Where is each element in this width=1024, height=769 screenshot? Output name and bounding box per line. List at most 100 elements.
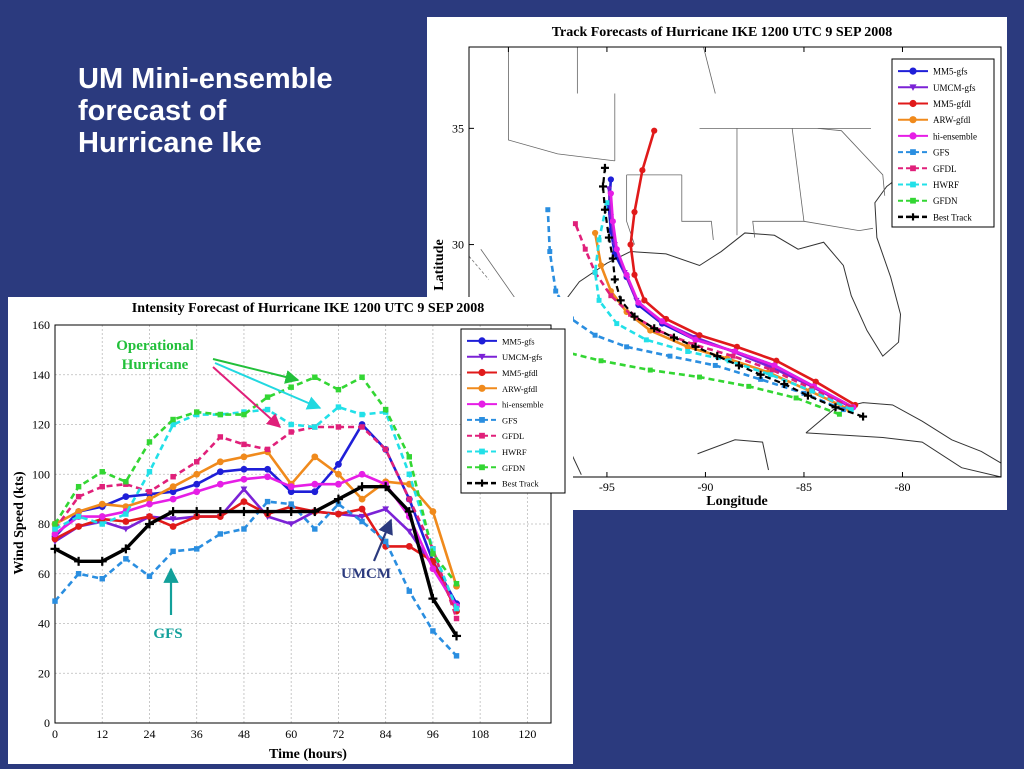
legend-label-mm5-gfs: MM5-gfs (502, 336, 535, 346)
point-int-arw-gfdl-13 (358, 495, 366, 503)
series-line-int-mm5-gfdl (54, 500, 458, 612)
point-int-gfdn-5 (170, 416, 176, 423)
slide-title-line-1: UM Mini-ensemble (78, 63, 333, 95)
legend-label-arw-gfdl: ARW-gfdl (933, 115, 971, 125)
legend-marker-arw-gfdl (909, 116, 917, 124)
umcm-annotation-label: UMCM (341, 566, 391, 582)
point-int-mm5-gfdl-8 (240, 498, 248, 506)
point-int-mm5-gfs-10 (287, 488, 295, 496)
point-int-arw-gfdl-16 (429, 508, 437, 515)
point-int-best-track-14 (381, 482, 391, 492)
point-int-hi-ensemble-4 (146, 500, 153, 508)
point-track-arw-gfdl-9 (592, 229, 599, 237)
point-track-hi-ensemble-4 (692, 336, 699, 343)
point-track-mm5-gfs-11 (607, 176, 614, 183)
point-int-gfs-16 (430, 628, 436, 634)
point-int-gfdn-16 (430, 551, 436, 557)
legend-marker-gfdn (479, 464, 485, 471)
point-int-hwrf-9 (264, 406, 271, 413)
legend-label-arw-gfdl: ARW-gfdl (502, 384, 538, 394)
track-x-tick-label--95: -95 (599, 480, 615, 494)
intensity-y-tick-label-80: 80 (38, 517, 50, 531)
point-int-gfdn-9 (264, 394, 271, 400)
point-int-gfdn-15 (406, 454, 413, 460)
point-int-mm5-gfdl-1 (75, 523, 83, 530)
point-int-best-track-0 (50, 544, 60, 554)
point-int-hi-ensemble-5 (169, 495, 177, 503)
point-track-hi-ensemble-6 (635, 299, 642, 306)
point-track-mm5-gfdl-11 (651, 127, 658, 134)
point-int-hi-ensemble-2 (98, 513, 106, 520)
point-int-mm5-gfdl-0 (51, 535, 59, 543)
point-int-hwrf-15 (406, 471, 413, 477)
point-track-gfdn-1 (793, 395, 799, 401)
legend-label-gfdl: GFDL (502, 431, 524, 441)
point-track-best-track-8 (669, 333, 678, 342)
point-track-mm5-gfdl-1 (812, 378, 819, 385)
point-int-best-track-17 (452, 631, 462, 641)
point-int-gfs-6 (193, 546, 200, 552)
intensity-y-tick-label-40: 40 (38, 617, 50, 631)
legend-label-gfs: GFS (933, 148, 950, 158)
point-track-hwrf-4 (685, 349, 691, 354)
state-border-6 (803, 220, 873, 232)
point-int-mm5-gfdl-7 (216, 513, 224, 520)
yucatan-coastline (697, 439, 769, 471)
point-track-mm5-gfdl-6 (641, 297, 648, 304)
point-int-best-track-10 (286, 507, 296, 517)
point-track-best-track-17 (600, 163, 609, 172)
point-track-hwrf-7 (596, 297, 602, 303)
point-track-hwrf-10 (604, 200, 610, 206)
intensity-forecast-chart: Intensity Forecast of Hurricane IKE 1200… (12, 301, 566, 762)
intensity-x-tick-label-48: 48 (238, 727, 250, 741)
point-track-hi-ensemble-7 (623, 271, 630, 278)
legend-marker-hwrf (479, 448, 485, 455)
intensity-x-tick-label-120: 120 (518, 727, 536, 741)
point-int-hwrf-10 (288, 421, 294, 428)
point-track-hi-ensemble-5 (658, 318, 666, 325)
point-int-umcm-gfs-3 (122, 526, 130, 533)
track-x-tick-label--80: -80 (894, 480, 910, 494)
track-x-tick-label--85: -85 (796, 480, 812, 494)
point-track-hwrf-6 (614, 321, 620, 327)
series-line-int-best-track (54, 484, 458, 637)
point-track-arw-gfdl-4 (684, 343, 691, 350)
point-track-gfdn-5 (598, 358, 604, 364)
slide-title: UM Mini-ensemble forecast of Hurricane I… (78, 63, 408, 160)
point-int-gfdl-14 (382, 446, 389, 453)
point-track-best-track-7 (691, 342, 700, 351)
slide-title-line-2: forecast of (78, 94, 227, 127)
intensity-axes: 0 12 24 36 48 60 72 84 96 108 120 0 20 40 60 80 100 120 14… (32, 318, 552, 741)
point-int-gfdn-10 (288, 384, 294, 390)
series-line-track-gfs (546, 209, 844, 411)
legend-marker-gfdl (479, 432, 485, 439)
legend-label-gfs: GFS (502, 415, 518, 425)
point-int-gfs-0 (52, 598, 58, 604)
point-track-gfdl-3 (730, 353, 736, 359)
point-track-hwrf-5 (643, 337, 649, 343)
track-x-tick-label--90: -90 (697, 480, 713, 494)
point-int-hwrf-0 (52, 526, 58, 532)
point-int-gfdn-11 (312, 374, 318, 380)
track-y-tick-label-30: 30 (452, 238, 464, 252)
point-int-hwrf-17 (453, 605, 460, 612)
point-int-hi-ensemble-12 (335, 480, 342, 488)
intensity-y-tick-label-20: 20 (38, 666, 50, 680)
point-int-mm5-gfs-6 (193, 480, 201, 488)
point-int-arw-gfdl-12 (335, 470, 342, 478)
point-int-mm5-gfs-9 (264, 465, 271, 473)
point-track-hwrf-0 (848, 407, 854, 413)
point-int-best-track-4 (144, 519, 154, 529)
point-int-umcm-gfs-10 (287, 521, 295, 528)
legend-label-best-track: Best Track (933, 212, 972, 222)
intensity-x-tick-label-36: 36 (191, 727, 203, 741)
point-int-mm5-gfdl-6 (193, 513, 201, 520)
point-track-gfdl-2 (769, 367, 775, 373)
intensity-y-tick-label-160: 160 (32, 318, 50, 332)
track-x-axis-label: Longitude (706, 494, 767, 509)
intensity-x-tick-label-0: 0 (52, 727, 58, 741)
point-int-gfs-1 (75, 571, 82, 577)
legend-marker-arw-gfdl (478, 384, 486, 392)
point-int-gfdn-1 (75, 483, 82, 490)
point-int-arw-gfdl-11 (311, 453, 319, 461)
